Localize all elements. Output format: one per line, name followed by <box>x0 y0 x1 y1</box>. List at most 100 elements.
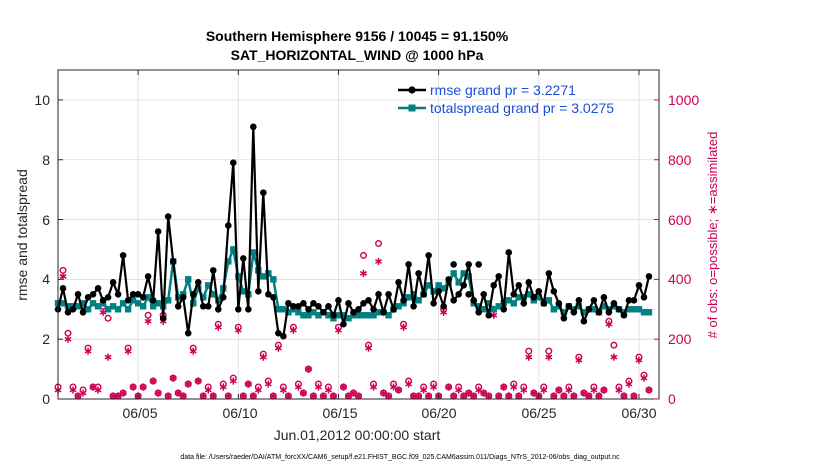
obs-assimilated-marker <box>284 392 292 400</box>
totalspread-marker <box>210 291 217 298</box>
obs-assimilated-marker <box>565 386 573 394</box>
rmse-marker <box>480 291 488 298</box>
obs-assimilated-marker <box>129 383 137 391</box>
obs-assimilated-stroke <box>540 387 548 393</box>
totalspread-marker <box>305 312 312 319</box>
obs-assimilated-marker <box>415 392 423 400</box>
rmse-marker <box>204 302 212 310</box>
rmse-marker <box>530 294 538 301</box>
obs-assimilated-stroke <box>304 366 312 372</box>
rmse-marker <box>270 294 277 301</box>
rmse-marker <box>590 297 598 304</box>
totalspread-marker <box>235 273 242 280</box>
obs-assimilated-marker <box>204 386 212 394</box>
rmse-marker <box>280 332 287 340</box>
rmse-marker <box>445 276 452 283</box>
rmse-marker <box>240 255 247 262</box>
obs-assimilated-marker <box>545 353 553 361</box>
totalspread-marker <box>185 276 192 283</box>
totalspread-marker <box>430 288 437 295</box>
obs-assimilated-stroke <box>370 384 378 390</box>
totalspread-marker <box>164 297 172 304</box>
rmse-marker <box>495 273 503 280</box>
totalspread-marker <box>365 312 372 319</box>
totalspread-marker <box>370 312 377 319</box>
obs-assimilated-marker <box>645 386 653 394</box>
totalspread-marker <box>310 309 317 316</box>
obs-assimilated-marker <box>289 326 297 334</box>
obs-assimilated-stroke <box>209 393 217 399</box>
obs-assimilated-marker <box>445 383 453 391</box>
obs-assimilated-marker <box>269 392 277 400</box>
obs-assimilated-stroke <box>545 354 553 360</box>
obs-assimilated-marker <box>570 392 578 400</box>
obs-assimilated-marker <box>189 347 197 355</box>
totalspread-marker <box>375 309 382 316</box>
obs-assimilated-marker <box>640 374 648 382</box>
obs-assimilated-marker <box>229 377 237 385</box>
y-right-tick-label: 1000 <box>668 92 699 108</box>
rmse-marker <box>570 308 578 316</box>
totalspread-marker <box>560 309 568 316</box>
rmse-marker <box>400 297 407 304</box>
rmse-marker <box>645 273 653 280</box>
chart-title-line2: SAT_HORIZONTAL_WIND @ 1000 hPa <box>231 47 484 63</box>
obs-assimilated-marker <box>84 347 92 355</box>
totalspread-marker <box>74 303 82 310</box>
totalspread-marker <box>575 303 583 310</box>
obs-assimilated-stroke <box>525 354 533 360</box>
obs-assimilated-marker <box>164 392 172 400</box>
rmse-marker <box>290 302 297 310</box>
rmse-marker <box>345 299 352 307</box>
totalspread-marker <box>425 282 432 289</box>
rmse-marker <box>355 305 362 313</box>
obs-assimilated-stroke <box>400 324 408 330</box>
obs-assimilated-stroke <box>550 393 558 399</box>
x-tick-label: 06/10 <box>222 405 257 421</box>
obs-assimilated-marker <box>430 383 438 391</box>
obs-assimilated-stroke <box>405 381 413 387</box>
rmse-marker <box>375 291 382 298</box>
rmse-marker <box>640 294 648 301</box>
rmse-marker <box>485 311 493 319</box>
x-tick-label: 06/05 <box>122 405 157 421</box>
obs-possible-marker <box>360 251 368 259</box>
obs-assimilated-marker <box>625 380 633 388</box>
totalspread-marker <box>134 300 142 307</box>
totalspread-marker <box>104 306 112 313</box>
y-right-tick-label: 400 <box>668 271 692 287</box>
obs-assimilated-stroke <box>395 387 403 393</box>
obs-assimilated-marker <box>505 392 513 400</box>
totalspread-marker <box>335 312 342 319</box>
obs-assimilated-stroke <box>284 393 292 399</box>
rmse-marker <box>615 305 623 313</box>
obs-assimilated-marker <box>615 386 623 394</box>
totalspread-marker <box>600 303 608 310</box>
obs-assimilated-stroke <box>229 378 237 384</box>
y-right-tick-labels: 0 200 400 600 800 1000 <box>668 92 699 407</box>
rmse-marker <box>305 305 312 313</box>
totalspread-marker <box>114 306 122 313</box>
totalspread-marker <box>340 312 347 319</box>
obs-assimilated-stroke <box>224 393 232 399</box>
totalspread-marker <box>580 309 588 316</box>
rmse-marker <box>310 299 317 307</box>
obs-assimilated-stroke <box>600 387 608 393</box>
rmse-marker <box>89 291 97 298</box>
obs-assimilated-stroke <box>500 384 508 390</box>
rmse-marker <box>129 291 137 298</box>
obs-assimilated-stroke <box>309 393 317 399</box>
obs-count-layer <box>54 239 653 400</box>
totalspread-marker <box>200 294 207 301</box>
obs-assimilated-marker <box>184 380 192 388</box>
obs-assimilated-stroke <box>505 393 513 399</box>
rmse-marker <box>59 285 67 292</box>
obs-assimilated-marker <box>500 383 508 391</box>
obs-assimilated-stroke <box>510 384 518 390</box>
y-right-tick-label: 800 <box>668 152 692 168</box>
x-tick-label: 06/30 <box>621 405 656 421</box>
y-left-tick-label: 0 <box>42 391 50 407</box>
obs-assimilated-stroke <box>189 348 197 354</box>
obs-assimilated-marker <box>154 389 162 397</box>
